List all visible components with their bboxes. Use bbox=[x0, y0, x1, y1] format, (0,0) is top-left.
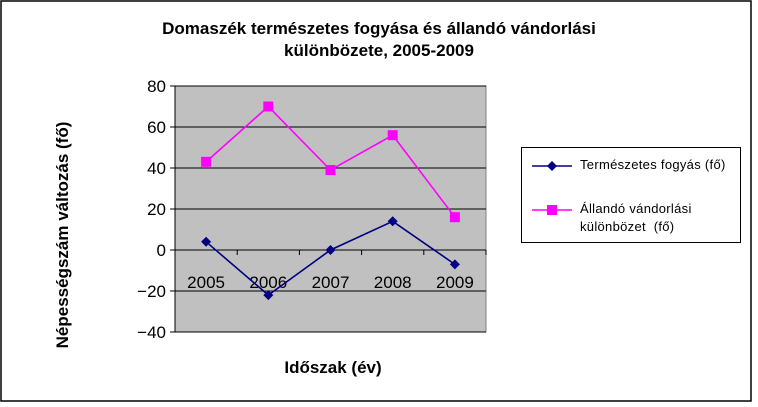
x-axis-title: Időszak (év) bbox=[284, 358, 381, 377]
legend-label: Természetes fogyás (fő) bbox=[580, 157, 726, 172]
point bbox=[325, 245, 336, 255]
legend-symbol bbox=[532, 161, 572, 171]
y-tick-label: 0 bbox=[157, 241, 166, 260]
legend-label: Állandó vándorlási különbözet (fő) bbox=[580, 201, 696, 234]
x-tick-label: 2006 bbox=[249, 273, 287, 292]
point bbox=[387, 216, 398, 227]
legend: Természetes fogyás (fő) Állandó vándorlás… bbox=[521, 147, 741, 243]
x-tick-label: 2007 bbox=[312, 273, 350, 292]
x-tick-label: 2005 bbox=[187, 273, 225, 292]
point bbox=[263, 101, 274, 112]
y-tick-label: 60 bbox=[147, 118, 166, 137]
x-tick-label: 2009 bbox=[436, 273, 474, 292]
y-tick-label: 20 bbox=[147, 200, 166, 219]
point bbox=[449, 259, 460, 270]
y-axis-title: Népességszám változás (fő) bbox=[53, 122, 72, 349]
point bbox=[263, 290, 274, 301]
point bbox=[547, 205, 557, 215]
point bbox=[387, 130, 398, 141]
point bbox=[547, 161, 557, 171]
point bbox=[201, 156, 212, 167]
legend-symbol bbox=[532, 205, 572, 215]
y-tick-label: −40 bbox=[137, 323, 166, 342]
chart-title: Domaszék természetes fogyása és állandó … bbox=[162, 19, 596, 60]
y-tick-label: 80 bbox=[147, 77, 166, 96]
point bbox=[325, 165, 336, 176]
y-tick-label: −20 bbox=[137, 282, 166, 301]
x-tick-label: 2008 bbox=[374, 273, 412, 292]
point bbox=[201, 236, 212, 247]
point bbox=[449, 212, 460, 223]
y-tick-label: 40 bbox=[147, 159, 166, 178]
